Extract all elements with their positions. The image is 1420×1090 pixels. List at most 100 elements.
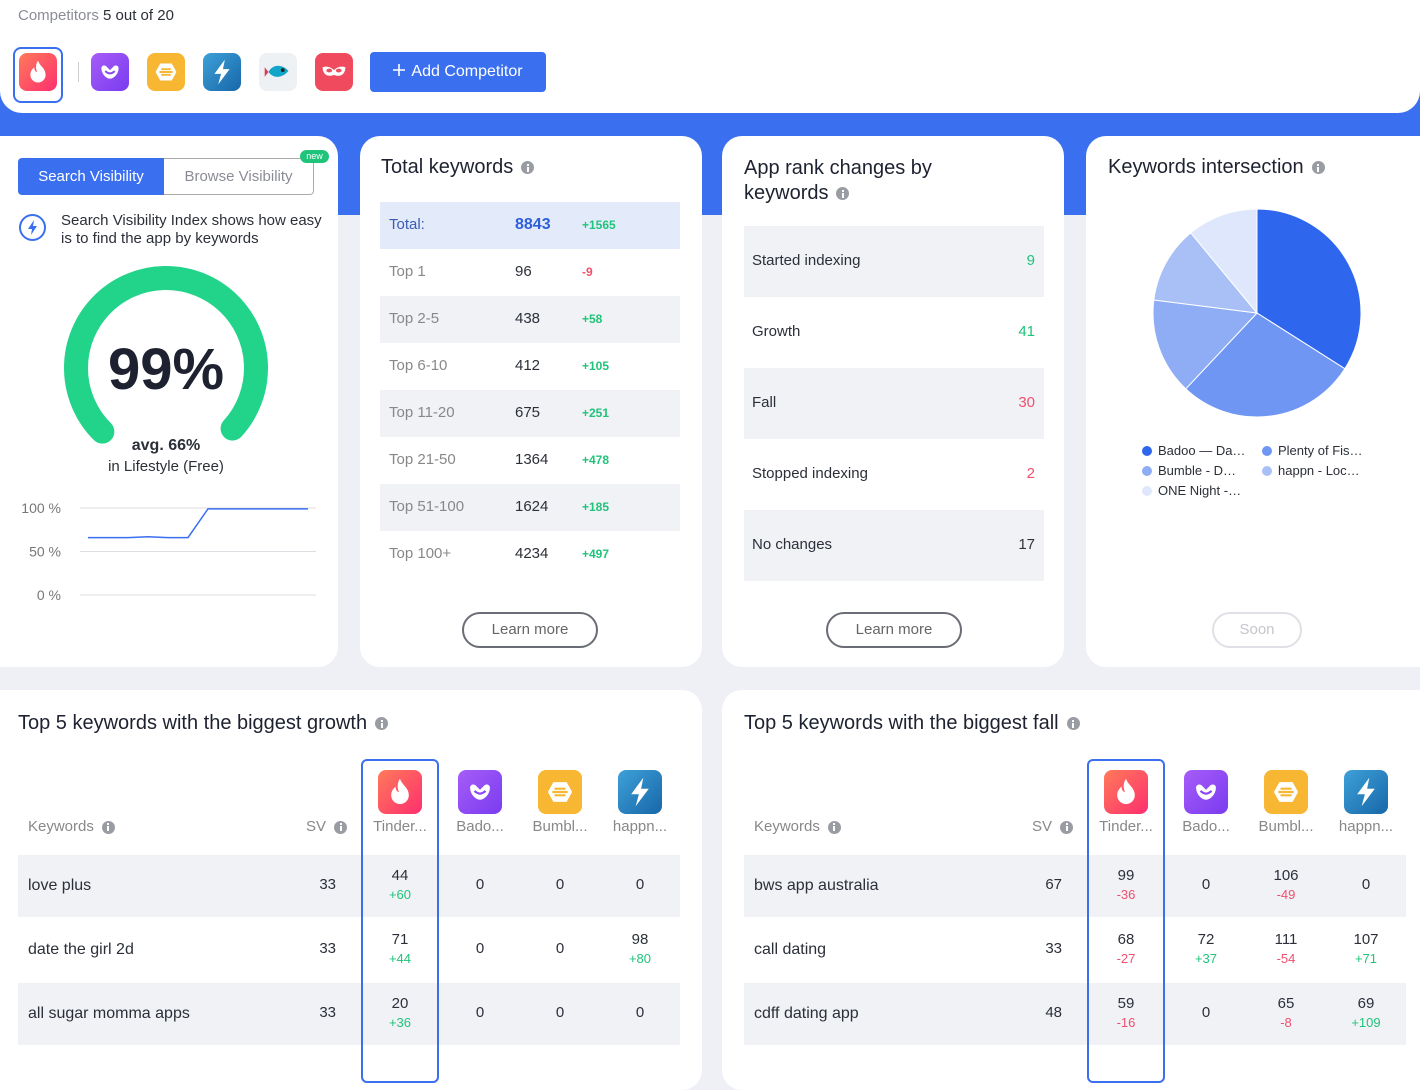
category: in Lifestyle (Free) bbox=[108, 458, 224, 475]
count: 5 out of 20 bbox=[103, 7, 174, 24]
info-icon[interactable] bbox=[375, 717, 389, 731]
sv-value: 33 bbox=[1045, 940, 1062, 957]
row-value: 1364 bbox=[515, 451, 549, 468]
icon-glyph bbox=[547, 782, 573, 802]
info-icon bbox=[334, 820, 348, 834]
column-header: Bado... bbox=[1182, 818, 1230, 835]
row-value: 438 bbox=[515, 310, 541, 327]
row-bg bbox=[18, 919, 680, 981]
cell-value: 98 bbox=[631, 931, 649, 948]
row-value: 8843 bbox=[515, 216, 551, 233]
cell-change: +80 bbox=[628, 951, 652, 966]
pie-slice bbox=[1256, 208, 1362, 370]
visibility-card bbox=[0, 136, 338, 667]
plus-icon bbox=[393, 64, 406, 76]
row-bg bbox=[18, 855, 680, 917]
pie-slice bbox=[1185, 312, 1346, 418]
title-text: Total keywords bbox=[381, 156, 514, 178]
icon-glyph bbox=[391, 778, 409, 805]
icon-glyph bbox=[322, 66, 346, 76]
cell-change: -49 bbox=[1276, 887, 1296, 902]
row-label: Top 11-20 bbox=[389, 404, 455, 421]
tab-active[interactable]: Search Visibility bbox=[18, 158, 164, 195]
app-icon[interactable] bbox=[203, 53, 241, 91]
highlight-column bbox=[361, 759, 439, 1083]
add-competitor-button[interactable]: Add Competitor bbox=[370, 52, 546, 92]
keyword: call dating bbox=[754, 941, 827, 958]
icon-glyph bbox=[264, 65, 289, 77]
cell-value: 0 bbox=[555, 876, 565, 893]
row-label: Fall bbox=[752, 394, 777, 411]
icon-glyph bbox=[1357, 777, 1375, 807]
row-bg bbox=[744, 510, 1044, 581]
info-icon[interactable] bbox=[1311, 161, 1325, 175]
gauge-arc bbox=[64, 266, 268, 444]
label: Competitors bbox=[18, 7, 99, 24]
row-value: 4234 bbox=[515, 545, 549, 562]
info-icon[interactable] bbox=[521, 161, 535, 175]
row-change: +478 bbox=[582, 453, 610, 467]
keyword: bws app australia bbox=[754, 877, 879, 894]
learn-more-button[interactable]: Learn more bbox=[826, 612, 962, 648]
title: Keywords intersection bbox=[1108, 156, 1325, 179]
cell-change: -27 bbox=[1116, 951, 1136, 966]
row-label: No changes bbox=[752, 536, 833, 553]
sv-value: 33 bbox=[319, 940, 336, 957]
info-icon bbox=[101, 820, 115, 834]
row-change: -9 bbox=[582, 265, 593, 279]
average: avg. 66% bbox=[131, 437, 201, 454]
row-change: +58 bbox=[582, 312, 603, 326]
cell-value: 65 bbox=[1277, 995, 1295, 1012]
cell-value: 0 bbox=[475, 1004, 485, 1021]
row-value: 2 bbox=[1026, 465, 1035, 482]
row-value: 30 bbox=[1018, 394, 1035, 411]
column-header: Tinder... bbox=[373, 818, 427, 835]
pie-slice bbox=[1152, 299, 1259, 390]
app-icon bbox=[378, 770, 422, 814]
keyword: all sugar momma apps bbox=[28, 1005, 190, 1022]
row-bg bbox=[380, 202, 680, 249]
legend-label: ONE Night -… bbox=[1158, 483, 1242, 498]
legend-label: Badoo — Da… bbox=[1158, 443, 1246, 458]
legend-swatch bbox=[1262, 446, 1272, 456]
info-icon bbox=[827, 820, 841, 834]
tab[interactable]: Browse Visibility bbox=[164, 158, 314, 195]
app-icon[interactable] bbox=[259, 53, 297, 91]
app-icon bbox=[1264, 770, 1308, 814]
app-icon[interactable] bbox=[147, 53, 185, 91]
row-bg bbox=[380, 390, 680, 437]
row-label: Top 51-100 bbox=[389, 498, 465, 515]
info-icon[interactable] bbox=[836, 187, 850, 201]
legend-label: Plenty of Fis… bbox=[1278, 443, 1363, 458]
cell-value: 59 bbox=[1117, 995, 1135, 1012]
keyword: cdff dating app bbox=[754, 1005, 859, 1022]
cell-change: -36 bbox=[1116, 887, 1136, 902]
cell-change: +60 bbox=[388, 887, 412, 902]
column-header: Keywords bbox=[754, 818, 841, 835]
row-change: +497 bbox=[582, 547, 610, 561]
app-icon[interactable] bbox=[91, 53, 129, 91]
y-tick-label: 0 % bbox=[37, 587, 61, 603]
cell-value: 44 bbox=[391, 867, 409, 884]
gauge-value: 99% bbox=[107, 337, 225, 402]
cell-value: 72 bbox=[1197, 931, 1215, 948]
learn-more-button[interactable]: Learn more bbox=[462, 612, 598, 648]
row-bg bbox=[380, 484, 680, 531]
cell-value: 0 bbox=[555, 1004, 565, 1021]
column-header: happn... bbox=[1338, 818, 1394, 835]
row-bg bbox=[744, 439, 1044, 510]
app-icon[interactable] bbox=[315, 53, 353, 91]
row-value: 41 bbox=[1018, 323, 1035, 340]
title-text: Top 5 keywords with the biggest growth bbox=[18, 712, 368, 734]
divider bbox=[78, 62, 79, 82]
app-icon[interactable] bbox=[19, 53, 57, 91]
row-value: 412 bbox=[515, 357, 541, 374]
sv-value: 48 bbox=[1045, 1004, 1062, 1021]
column-header: Tinder... bbox=[1099, 818, 1153, 835]
row-label: Growth bbox=[752, 323, 801, 340]
info-icon[interactable] bbox=[1066, 717, 1080, 731]
column-header: happn... bbox=[612, 818, 668, 835]
cell-change: +109 bbox=[1351, 1015, 1381, 1030]
